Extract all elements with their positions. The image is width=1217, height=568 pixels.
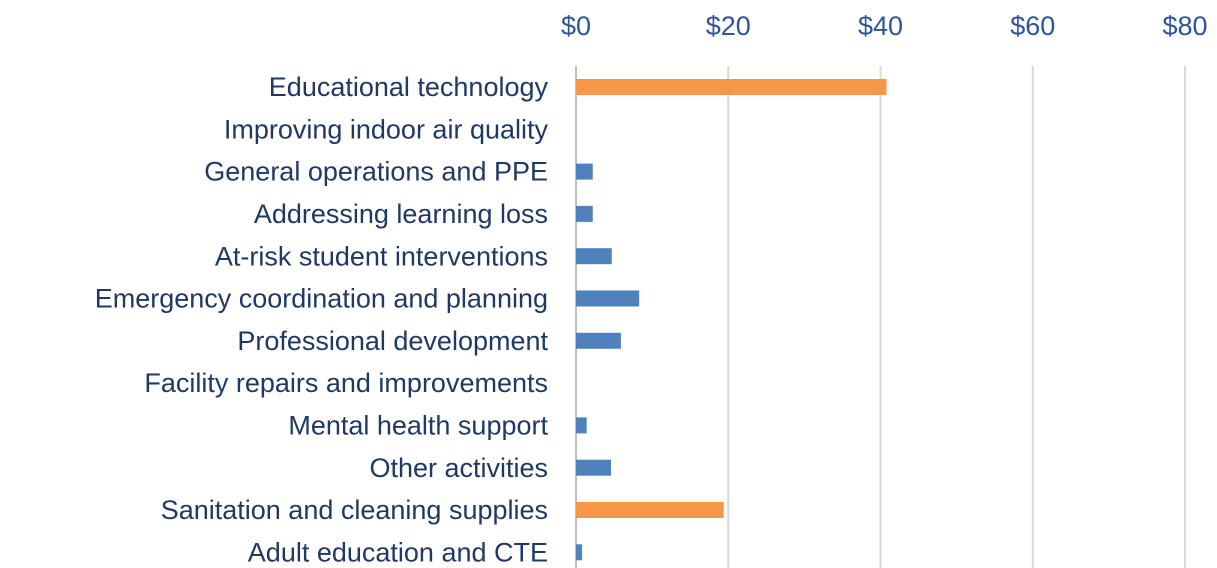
y-tick-label: General operations and PPE [204, 157, 548, 187]
y-tick-label: At-risk student interventions [215, 241, 548, 271]
x-tick-label: $0 [561, 11, 591, 41]
x-tick-label: $40 [858, 11, 903, 41]
y-tick-label: Adult education and CTE [248, 537, 548, 567]
bar [576, 290, 640, 307]
y-tick-label: Sanitation and cleaning supplies [161, 495, 548, 525]
bar [576, 163, 593, 180]
bar [576, 502, 724, 518]
bar [576, 248, 612, 265]
bar [576, 544, 583, 561]
y-tick-label: Improving indoor air quality [224, 114, 549, 144]
x-tick-label: $60 [1010, 11, 1055, 41]
y-tick-label: Addressing learning loss [254, 199, 548, 229]
y-tick-label: Other activities [369, 453, 548, 483]
y-tick-label: Emergency coordination and planning [95, 284, 548, 314]
y-tick-label: Educational technology [269, 72, 549, 102]
bar [576, 79, 887, 95]
x-tick-label: $80 [1162, 11, 1207, 41]
bar [576, 332, 621, 349]
x-tick-label: $20 [706, 11, 751, 41]
bar [576, 205, 593, 222]
bar [576, 459, 612, 476]
y-tick-label: Facility repairs and improvements [144, 368, 548, 398]
y-tick-label: Professional development [237, 326, 548, 356]
bar [576, 417, 587, 434]
y-tick-label: Mental health support [288, 411, 548, 441]
